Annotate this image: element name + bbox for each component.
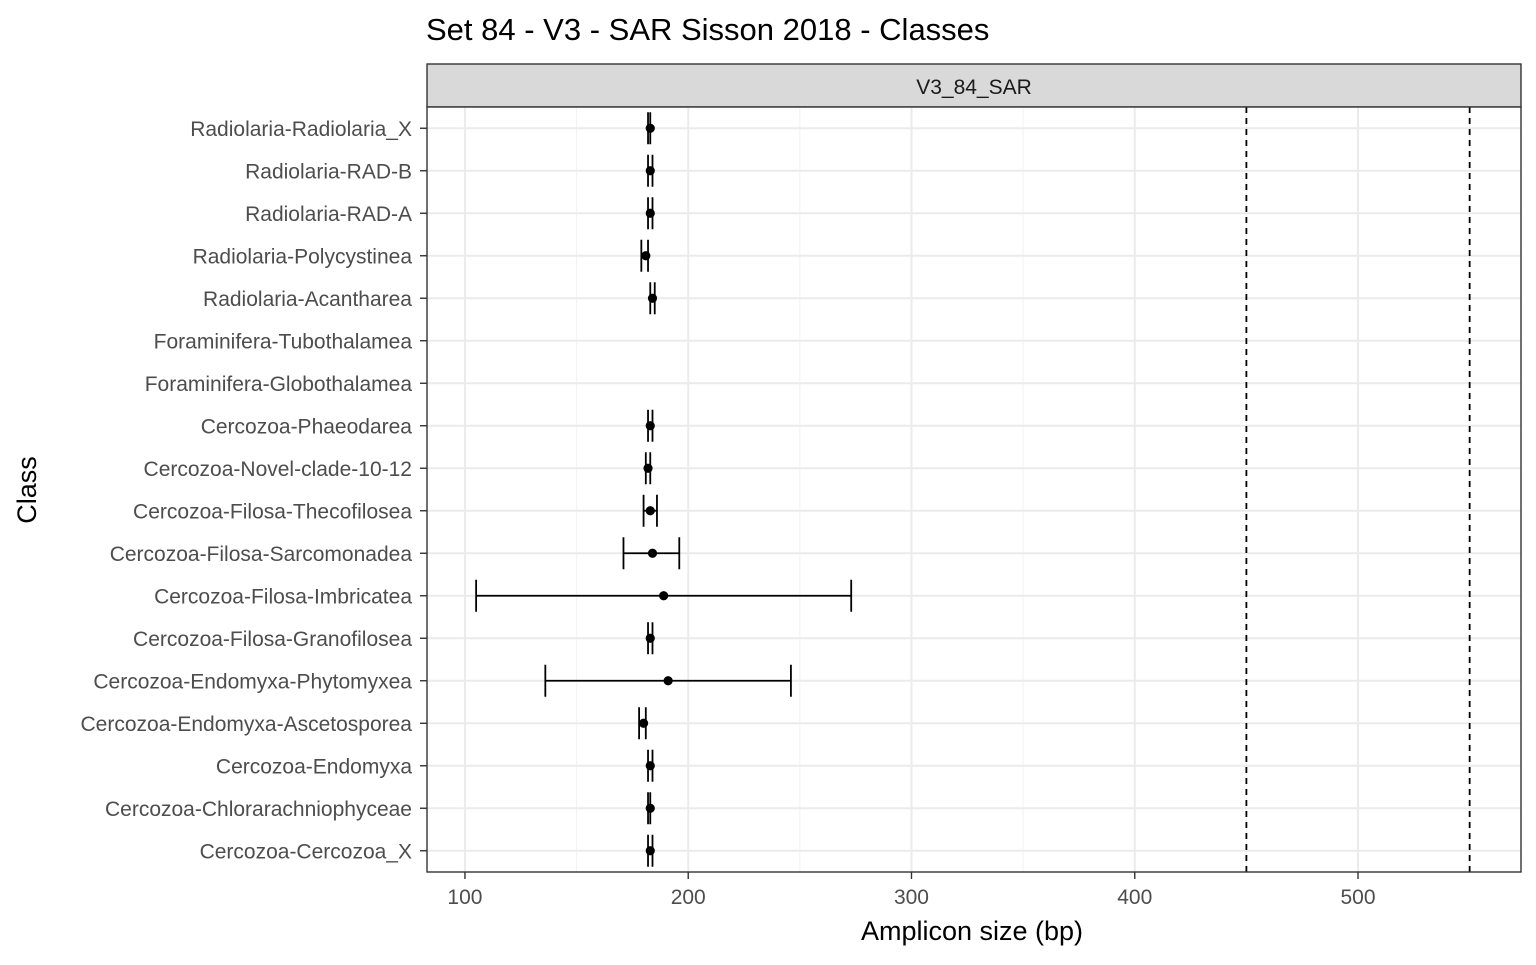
data-point xyxy=(645,421,655,431)
data-point-group xyxy=(645,197,655,230)
y-tick-label: Radiolaria-Acantharea xyxy=(203,288,412,311)
y-tick-label: Foraminifera-Globothalamea xyxy=(145,373,413,396)
x-tick-label: 400 xyxy=(1117,886,1152,909)
data-point-group xyxy=(475,579,853,612)
data-point xyxy=(638,718,649,728)
x-tick-label: 100 xyxy=(447,886,482,909)
data-point xyxy=(645,846,655,856)
data-point xyxy=(647,548,658,558)
y-tick-label: Cercozoa-Filosa-Sarcomonadea xyxy=(110,543,413,566)
data-point-group xyxy=(645,749,655,782)
data-layer xyxy=(475,112,853,867)
y-tick-label: Cercozoa-Novel-clade-10-12 xyxy=(144,458,412,481)
data-point-group xyxy=(622,537,681,570)
data-point xyxy=(645,633,655,643)
y-axis-title: Class xyxy=(12,456,42,524)
y-tick-label: Cercozoa-Chlorarachniophyceae xyxy=(105,798,412,821)
data-point-group xyxy=(544,664,792,697)
y-tick-label: Radiolaria-Polycystinea xyxy=(193,245,413,268)
data-point xyxy=(645,166,655,176)
data-point xyxy=(643,463,653,473)
y-axis: Radiolaria-Radiolaria_X Radiolaria-RAD-B R… xyxy=(81,118,427,863)
data-point xyxy=(663,676,673,686)
data-point xyxy=(645,761,655,771)
y-tick-label: Radiolaria-Radiolaria_X xyxy=(190,118,412,141)
y-tick-label: Radiolaria-RAD-A xyxy=(245,203,412,226)
data-point-group xyxy=(642,494,658,527)
data-point xyxy=(659,591,669,601)
y-tick-label: Foraminifera-Tubothalamea xyxy=(154,330,413,353)
data-point xyxy=(645,208,655,218)
data-point-group xyxy=(645,622,655,655)
data-point-group xyxy=(645,409,655,442)
data-point-group xyxy=(643,452,653,485)
chart-title: Set 84 - V3 - SAR Sisson 2018 - Classes xyxy=(426,12,989,47)
x-tick-label: 200 xyxy=(671,886,706,909)
y-tick-label: Cercozoa-Filosa-Thecofilosea xyxy=(133,500,412,523)
y-tick-label: Cercozoa-Endomyxa xyxy=(216,755,412,778)
facet-strip xyxy=(426,63,1522,108)
data-point xyxy=(645,123,655,133)
data-point-group xyxy=(647,282,658,315)
y-tick-label: Radiolaria-RAD-B xyxy=(245,160,412,183)
y-tick-label: Cercozoa-Phaeodarea xyxy=(201,415,413,438)
data-point-group xyxy=(638,707,649,740)
y-tick-label: Cercozoa-Filosa-Granofilosea xyxy=(133,628,412,651)
data-point-group xyxy=(645,112,655,145)
x-tick-label: 300 xyxy=(894,886,929,909)
data-point-group xyxy=(645,792,655,825)
x-axis: 100 200 300 400 500 xyxy=(447,872,1376,909)
data-point xyxy=(645,506,655,516)
grid-layer xyxy=(427,107,1521,872)
y-tick-label: Cercozoa-Filosa-Imbricatea xyxy=(154,585,412,608)
data-point xyxy=(641,251,651,261)
plot-panel-background xyxy=(427,107,1521,872)
data-point xyxy=(645,803,655,813)
x-axis-title: Amplicon size (bp) xyxy=(861,916,1083,946)
data-point-group xyxy=(640,239,651,272)
plot-panel-border xyxy=(426,106,1522,873)
x-tick-label: 500 xyxy=(1340,886,1375,909)
data-point-group xyxy=(645,834,655,867)
y-tick-label: Cercozoa-Cercozoa_X xyxy=(200,840,412,863)
data-point xyxy=(647,293,658,303)
facet-strip-label: V3_84_SAR xyxy=(916,76,1032,99)
y-tick-label: Cercozoa-Endomyxa-Phytomyxea xyxy=(93,670,412,693)
data-point-group xyxy=(645,154,655,187)
y-tick-label: Cercozoa-Endomyxa-Ascetosporea xyxy=(81,713,413,736)
